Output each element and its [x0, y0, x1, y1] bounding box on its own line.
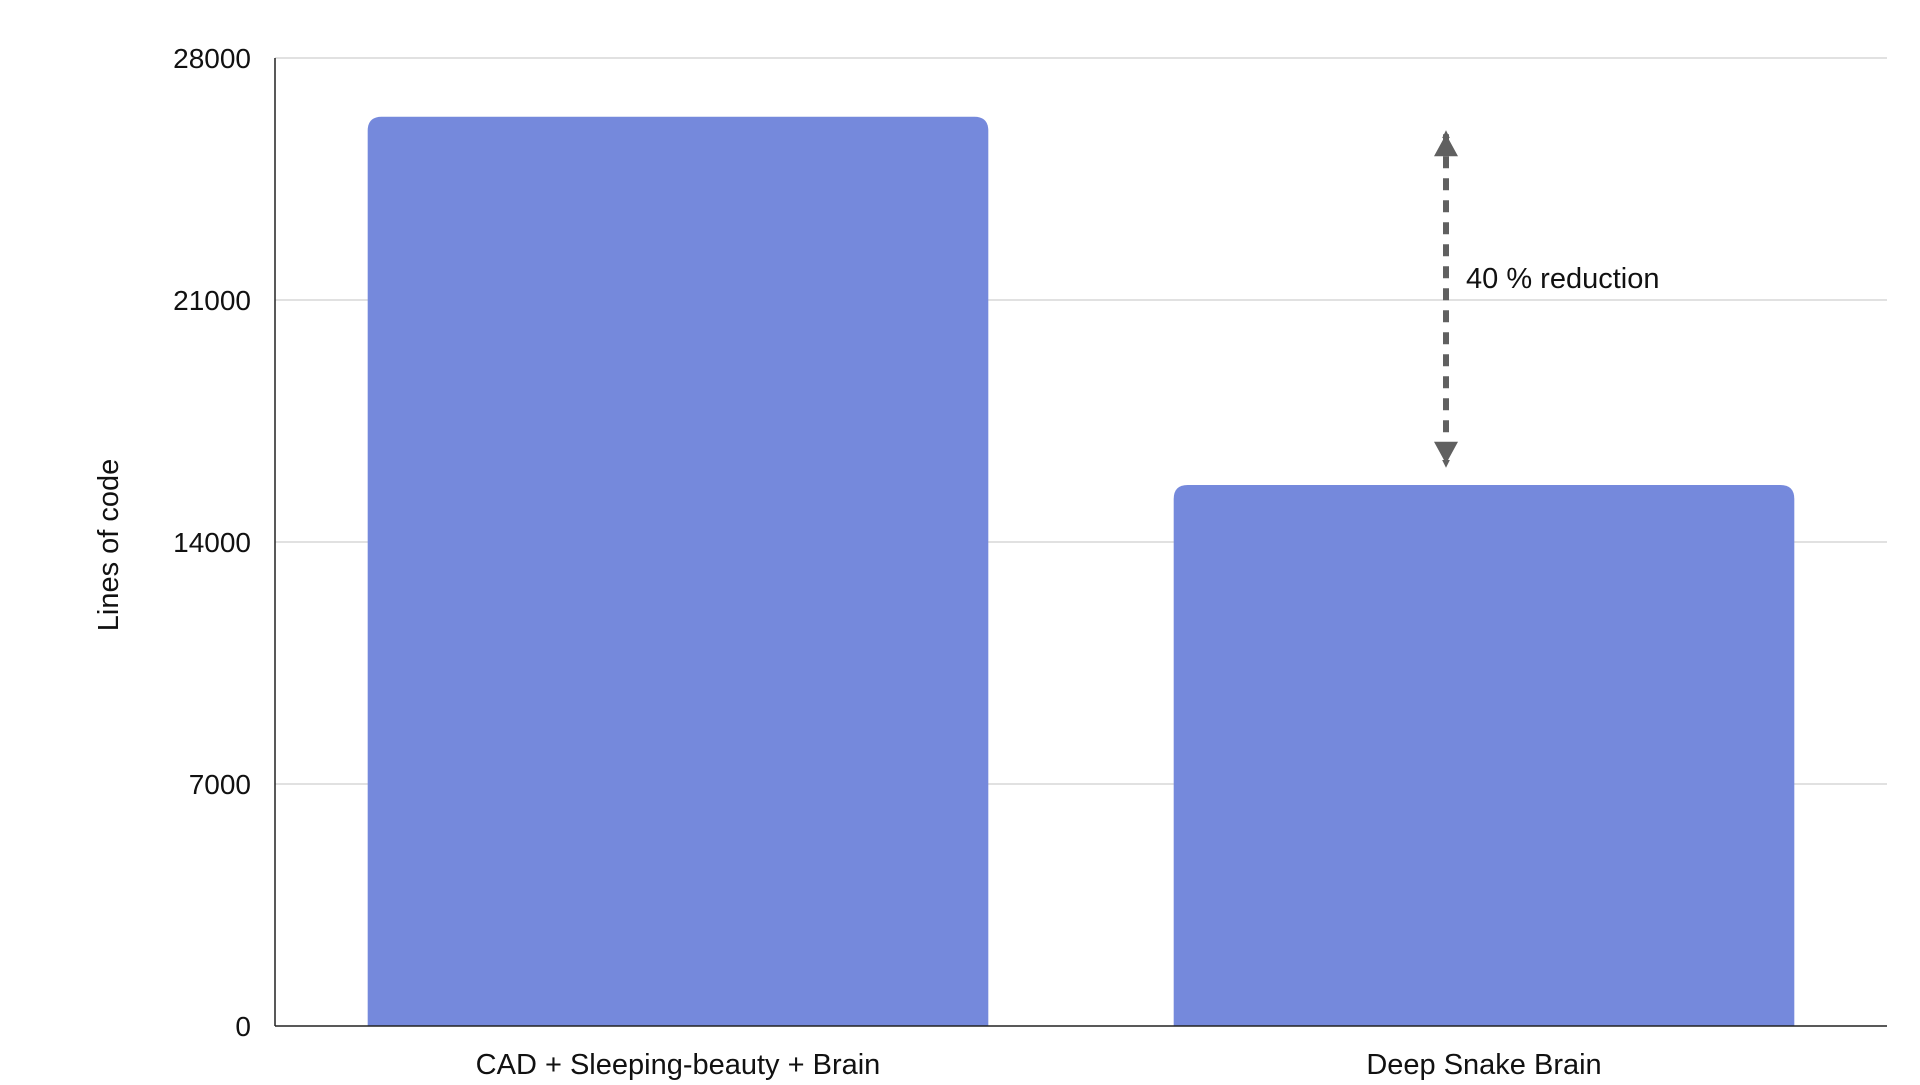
bar — [367, 116, 989, 1027]
x-category-label: CAD + Sleeping-beauty + Brain — [476, 1049, 881, 1080]
x-category-label: Deep Snake Brain — [1366, 1049, 1601, 1080]
bars — [367, 116, 1795, 1027]
y-tick-label: 28000 — [173, 43, 251, 74]
y-axis-title: Lines of code — [93, 459, 125, 632]
tick-labels: 0 7000 14000 21000 28000 CAD + Sleeping-beaut… — [173, 43, 1602, 1081]
axes — [274, 58, 1887, 1027]
y-tick-label: 0 — [235, 1011, 251, 1042]
annotation-label: 40 % reduction — [1466, 263, 1659, 295]
annotation-arrowhead-down — [1434, 441, 1458, 464]
y-tick-label: 7000 — [189, 769, 251, 800]
annotation-arrowhead-up — [1434, 134, 1458, 157]
y-tick-label: 14000 — [173, 527, 251, 558]
annotations: 40 % reduction — [1434, 130, 1659, 468]
bar — [1173, 484, 1795, 1026]
y-tick-label: 21000 — [173, 285, 251, 316]
